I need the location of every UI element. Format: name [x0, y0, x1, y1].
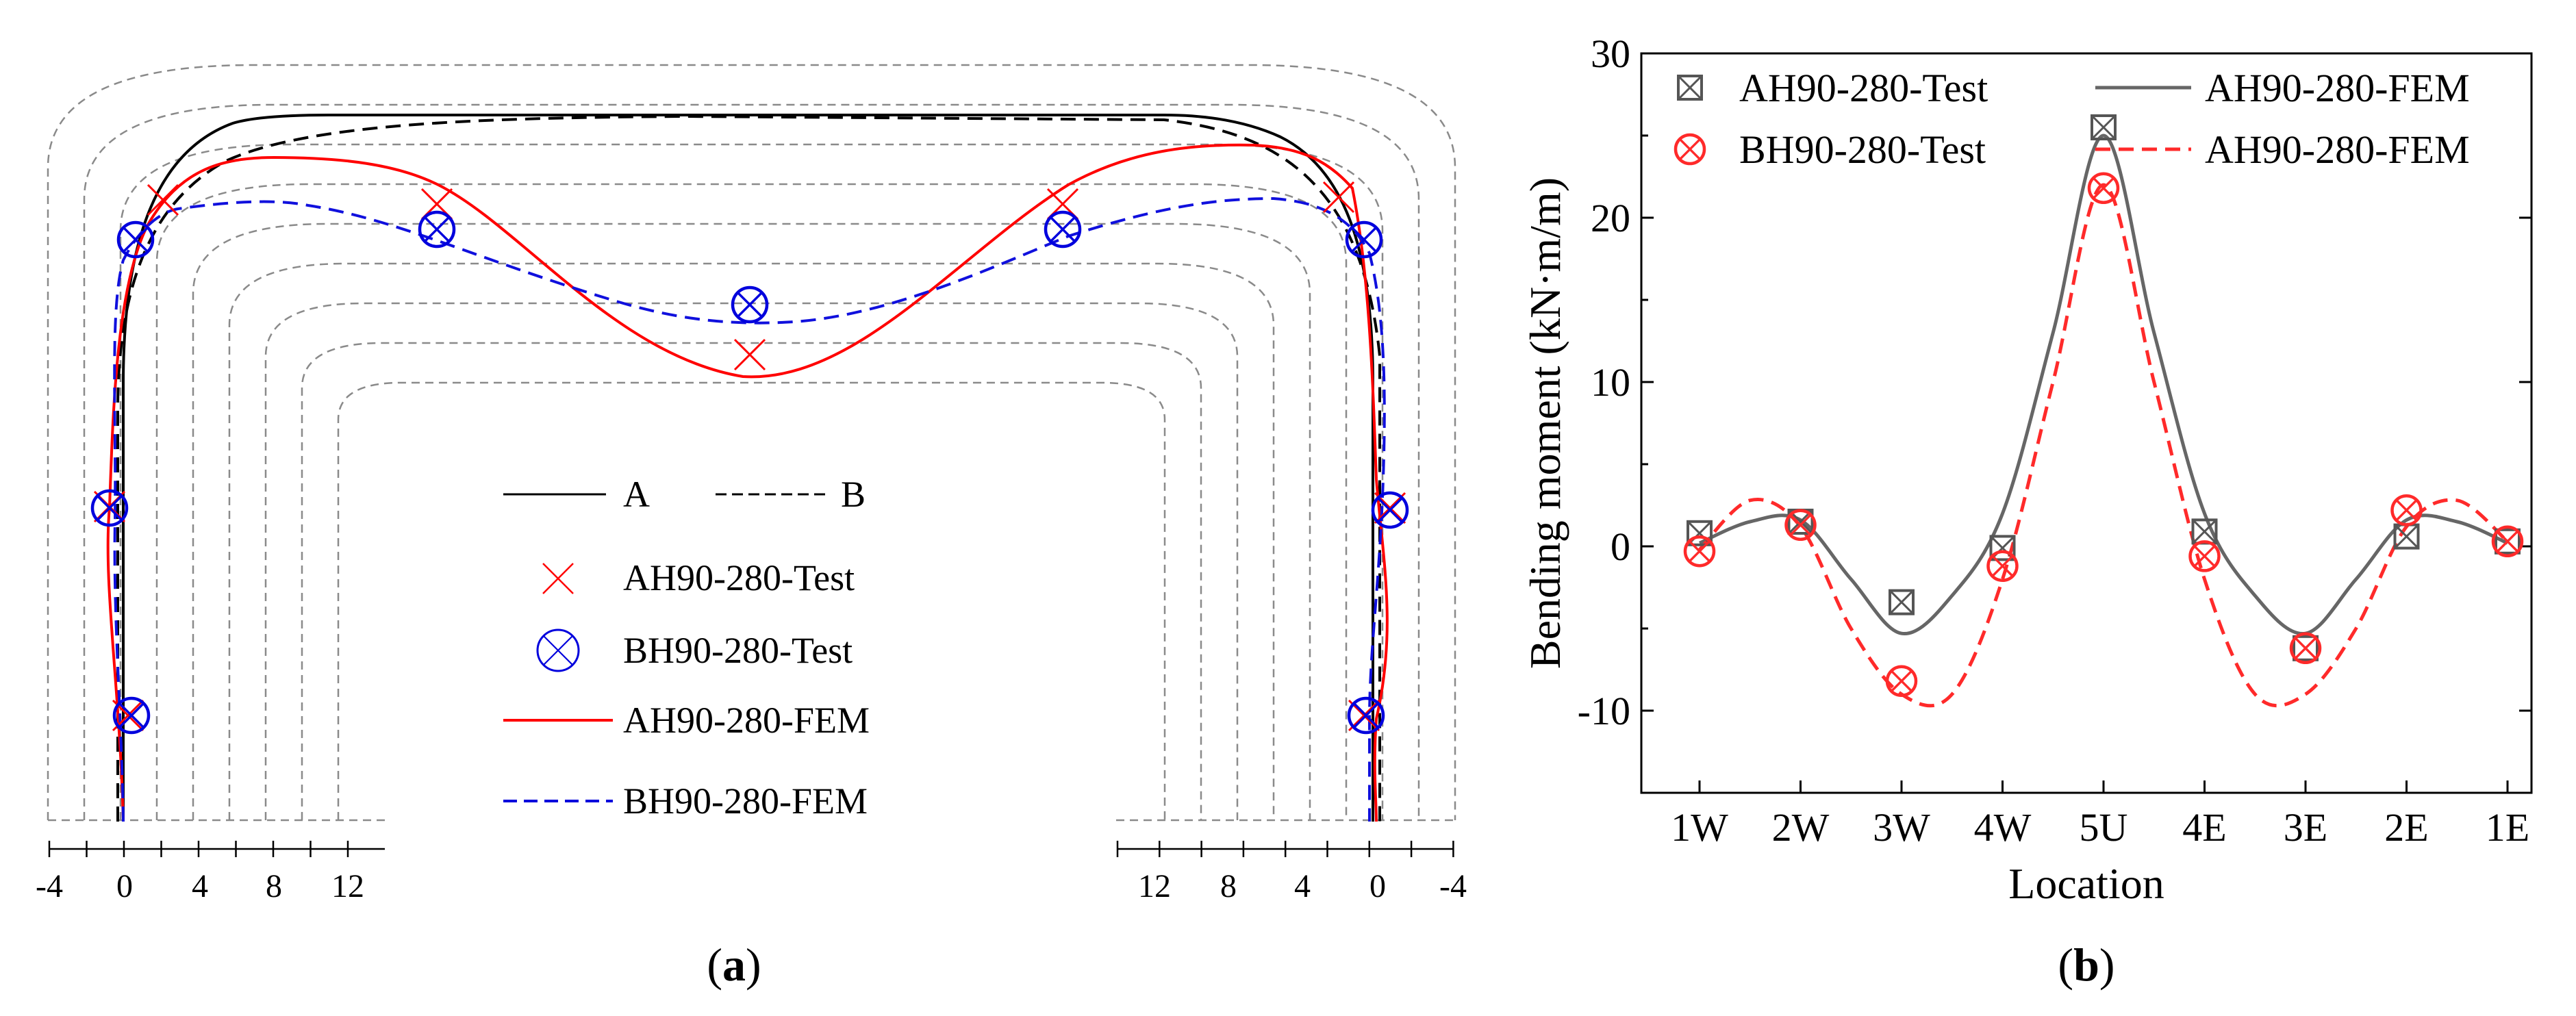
right-tick-label: 12 [1138, 868, 1171, 904]
bh90-280-test-point [1986, 550, 2019, 583]
outline-a [122, 114, 1374, 822]
bh90-280-test-point [1784, 509, 1817, 542]
x-tick-label: 3E [2284, 805, 2327, 850]
legend-swatch-ah90-test [1677, 75, 1703, 101]
y-tick-label: 10 [1591, 360, 1630, 405]
ah90-280-fem-dashed-line [1698, 183, 2509, 708]
legend-swatch-bh90-test [1674, 133, 1706, 166]
legend-label-ah90-fem: AH90-280-FEM [2205, 66, 2470, 110]
left-tick-label: 4 [192, 868, 208, 904]
legend-label-bh90-test: BH90-280-Test [623, 630, 853, 671]
reference-outline [155, 183, 1348, 820]
bh90-280-test-marker [1371, 491, 1409, 529]
bh90-280-test-point [2289, 632, 2322, 665]
panel-a-legend: A B AH90-280-Test BH90-280-Test AH90-280-FEM… [503, 474, 870, 822]
x-tick-label: 4E [2182, 805, 2226, 850]
panel-a-axis-ticks: -4 0 4 8 12 12 8 4 0 -4 [36, 841, 1467, 904]
right-tick-label: 0 [1369, 868, 1386, 904]
legend-label-bh90-test: BH90-280-Test [1739, 127, 1986, 172]
panel-a-label: (a) [707, 939, 761, 991]
reference-outline [337, 381, 1166, 820]
bh90-280-test-point [2491, 525, 2524, 558]
legend-label-bh90-fem: BH90-280-FEM [623, 780, 868, 822]
reference-outline [192, 223, 1311, 820]
x-tick-label: 1E [2486, 805, 2529, 850]
bh90-280-test-point [1683, 535, 1716, 568]
legend-label-a: A [623, 474, 650, 515]
bh90-280-test-point [2390, 494, 2423, 526]
panel-a-tunnel-deformation: -4 0 4 8 12 12 8 4 0 -4 A B AH90-280-Test BH90-280-T… [36, 64, 1467, 991]
panel-b-fem-lines [1698, 134, 2509, 708]
y-tick-label: 20 [1591, 196, 1630, 240]
legend-label-ah90-test: AH90-280-Test [1739, 66, 1988, 110]
right-tick-label: 4 [1294, 868, 1311, 904]
reference-outline [83, 103, 1420, 820]
left-tick-label: -4 [36, 868, 63, 904]
panel-b-legend: AH90-280-Test BH90-280-Test AH90-280-FEM AH… [1674, 66, 2470, 172]
left-tick-label: 8 [266, 868, 282, 904]
panel-b-y-axis-label: Bending moment (kN·m/m) [1521, 177, 1569, 669]
x-tick-label: 1W [1671, 805, 1728, 850]
bh90-280-test-point [2188, 540, 2221, 572]
ah90-280-test-point [1889, 589, 1915, 615]
ah90-280-fem-curve [106, 143, 1389, 822]
bh90-280-test-marker [731, 285, 769, 324]
bh90-280-test-point [1885, 665, 1918, 698]
reference-outline [301, 342, 1202, 820]
x-tick-label: 3W [1873, 805, 1930, 850]
ah90-280-test-marker [733, 338, 766, 371]
panel-a-test-markers [90, 181, 1409, 735]
panel-b-bending-moment-chart: -10 0 10 20 30 1W 2W 3W 4W 5U 4E 3E 2E 1E AH90-280-Te… [1521, 31, 2533, 991]
right-tick-label: -4 [1439, 868, 1467, 904]
bh90-280-test-marker [90, 489, 129, 527]
reference-outline [119, 143, 1384, 820]
bh90-280-fem-curve [113, 196, 1386, 822]
left-tick-label: 0 [116, 868, 133, 904]
panel-b-axes: -10 0 10 20 30 1W 2W 3W 4W 5U 4E 3E 2E 1E [1578, 31, 2531, 850]
x-tick-label: 2E [2384, 805, 2428, 850]
x-tick-label: 4W [1974, 805, 2032, 850]
ah90-280-test-marker [1322, 181, 1355, 214]
y-tick-label: 30 [1591, 31, 1630, 76]
legend-swatch-ah90-test [542, 563, 574, 594]
panel-b-label: (b) [2058, 939, 2114, 991]
reference-outline [228, 262, 1275, 820]
bh90-280-test-marker [418, 210, 456, 249]
bh90-280-test-point [2087, 172, 2120, 205]
panel-b-test-markers [1683, 114, 2524, 698]
x-tick-label: 5U [2080, 805, 2128, 850]
bh90-280-test-marker [1347, 696, 1385, 735]
y-tick-label: -10 [1578, 689, 1630, 733]
bh90-280-test-marker [1044, 210, 1082, 249]
legend-label-ah90-fem-dashed: AH90-280-FEM [2205, 127, 2470, 172]
panel-b-x-axis-label: Location [2008, 859, 2164, 908]
y-tick-label: 0 [1611, 524, 1630, 569]
bh90-280-test-marker [112, 696, 151, 735]
left-tick-label: 12 [331, 868, 364, 904]
ah90-280-fem-line [1699, 134, 2508, 635]
legend-label-b: B [841, 474, 866, 515]
legend-swatch-bh90-test [536, 628, 580, 672]
legend-label-ah90-test: AH90-280-Test [623, 557, 855, 598]
right-tick-label: 8 [1220, 868, 1237, 904]
x-tick-label: 2W [1772, 805, 1830, 850]
panel-b-plot-frame [1640, 52, 2533, 794]
legend-label-ah90-fem: AH90-280-FEM [623, 700, 870, 741]
ah90-280-test-marker [147, 183, 179, 216]
ah90-280-test-point [2091, 114, 2117, 140]
bh90-280-test-marker [116, 220, 155, 259]
bh90-280-test-marker [1345, 220, 1383, 259]
